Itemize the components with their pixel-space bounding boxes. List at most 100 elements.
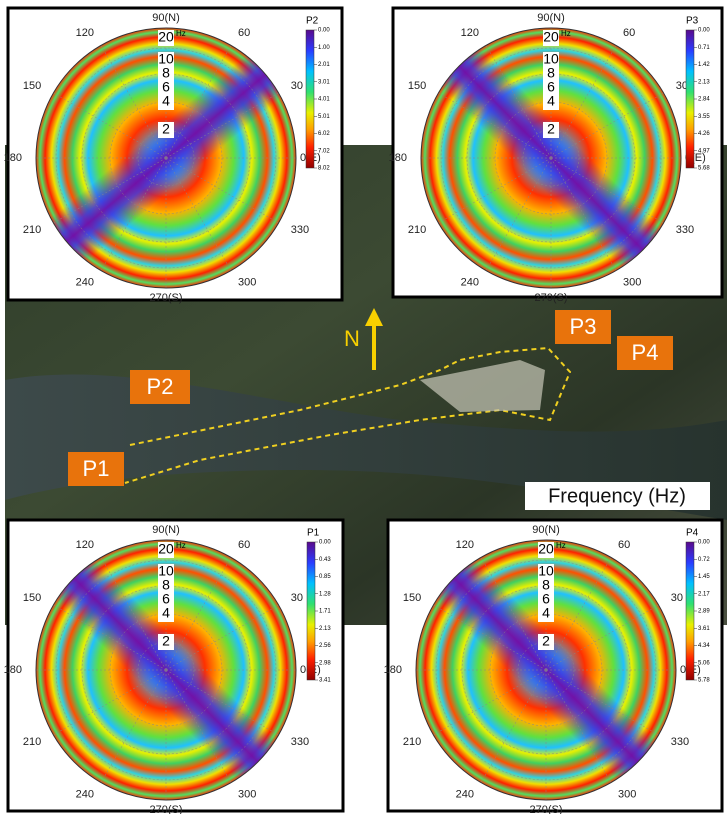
- radial-label-bg: [543, 66, 559, 82]
- radial-label: 8: [542, 577, 550, 593]
- colorbar-tick-label: 7.02: [318, 148, 330, 154]
- polar-panel: 0(E)306090(N)120150180210240270(S)300330…: [389, 6, 724, 304]
- polar-spoke: [438, 92, 552, 159]
- site-label: P4: [632, 340, 659, 365]
- radial-label-bg: [158, 592, 174, 608]
- radial-label-bg: [158, 606, 174, 622]
- angle-label: 60: [623, 27, 635, 39]
- radial-label: 20: [158, 541, 174, 557]
- radial-label: 10: [538, 563, 554, 579]
- angle-label: 120: [76, 27, 94, 39]
- angle-label: 90(N): [152, 12, 180, 24]
- colorbar-tick-label: 2.01: [318, 62, 330, 68]
- angle-label: 330: [676, 224, 694, 236]
- colorbar-tick-label: 2.98: [319, 660, 331, 666]
- radial-label: 8: [162, 65, 170, 81]
- colorbar-tick-label: 4.97: [698, 148, 710, 154]
- angle-label: 300: [238, 277, 256, 289]
- colorbar-tick-label: 1.71: [319, 609, 331, 615]
- polar-outline: [420, 27, 682, 289]
- frequency-label: Frequency (Hz): [548, 485, 686, 507]
- angle-label: 180: [4, 152, 22, 164]
- polar-spoke: [165, 669, 279, 736]
- site-label-box: [130, 370, 190, 404]
- radial-label-bg: [158, 564, 174, 580]
- polar-spoke: [438, 157, 552, 224]
- site-label: P1: [83, 456, 110, 481]
- polar-spoke: [53, 604, 167, 671]
- colorbar-tick-label: 5.06: [698, 660, 710, 666]
- radial-unit: Hz: [176, 541, 186, 550]
- angle-label: 150: [403, 592, 421, 604]
- polar-spoke: [100, 157, 167, 271]
- polar-spoke: [53, 92, 167, 159]
- angle-label: 210: [23, 736, 41, 748]
- radial-label: 2: [162, 633, 170, 649]
- polar-outline: [415, 539, 677, 801]
- polar-spoke: [480, 669, 547, 783]
- polar-spoke: [165, 157, 232, 271]
- colorbar-tick-label: 3.61: [698, 626, 710, 632]
- angle-label: 120: [461, 27, 479, 39]
- polar-spoke: [433, 669, 547, 736]
- radial-label-bg: [158, 634, 174, 650]
- angle-label: 240: [76, 277, 94, 289]
- colorbar-tick-label: 0.00: [698, 28, 710, 34]
- colorbar-tick-label: 2.13: [319, 626, 331, 632]
- colorbar-tick-label: 2.13: [698, 79, 710, 85]
- angle-label: 240: [456, 789, 474, 801]
- polar-panel: 0(E)306090(N)120150180210240270(S)300330…: [4, 518, 345, 816]
- site-label: P3: [570, 314, 597, 339]
- radial-label-bg: [538, 634, 554, 650]
- radial-label-bg: [158, 542, 174, 558]
- radial-label: 20: [543, 29, 559, 45]
- polar-panel: 0(E)306090(N)120150180210240270(S)300330…: [4, 6, 344, 304]
- radial-label-bg: [158, 66, 174, 82]
- colorbar-tick-label: 4.34: [698, 643, 710, 649]
- polar-spoke: [550, 45, 617, 159]
- colorbar-tick-label: 3.41: [319, 678, 331, 684]
- radial-label: 6: [542, 591, 550, 607]
- colorbar-tick-label: 5.68: [698, 166, 710, 172]
- angle-label: 120: [76, 539, 94, 551]
- angle-label: 330: [291, 736, 309, 748]
- angle-label: 90(N): [152, 524, 180, 536]
- site-label-box: [68, 452, 124, 486]
- colorbar-tick-label: 4.01: [318, 97, 330, 103]
- polar-spoke: [485, 157, 552, 271]
- radial-label: 6: [162, 591, 170, 607]
- polar-spoke: [100, 669, 167, 783]
- colorbar-tick-label: 0.72: [698, 557, 710, 563]
- radial-label: 4: [542, 605, 550, 621]
- angle-label: 90(N): [532, 524, 560, 536]
- polar-spoke: [433, 604, 547, 671]
- angle-label: 90(N): [537, 12, 565, 24]
- colorbar-tick-label: 3.55: [698, 114, 710, 120]
- angle-label: 270(S): [149, 292, 182, 304]
- angle-label: 30: [671, 592, 683, 604]
- panel-name: P4: [686, 528, 699, 539]
- radial-label-bg: [158, 578, 174, 594]
- polar-spoke: [480, 557, 547, 671]
- radial-label: 8: [547, 65, 555, 81]
- angle-label: 300: [238, 789, 256, 801]
- polar-spoke: [165, 92, 279, 159]
- colorbar: [305, 29, 315, 169]
- angle-label: 240: [76, 789, 94, 801]
- radial-label: 20: [158, 29, 174, 45]
- angle-label: 150: [408, 80, 426, 92]
- frequency-box: [525, 482, 710, 510]
- colorbar-tick-label: 1.00: [318, 45, 330, 51]
- radial-label-bg: [543, 94, 559, 110]
- angle-label: 180: [4, 664, 22, 676]
- polar-spoke: [550, 157, 617, 271]
- colorbar-tick-label: 4.26: [698, 131, 710, 137]
- radial-label-bg: [538, 542, 554, 558]
- polar-spoke: [550, 157, 664, 224]
- radial-label-bg: [538, 606, 554, 622]
- colorbar-tick-label: 3.01: [318, 79, 330, 85]
- colorbar-tick-label: 2.84: [698, 97, 710, 103]
- radial-label: 8: [162, 577, 170, 593]
- angle-label: 270(S): [149, 804, 182, 814]
